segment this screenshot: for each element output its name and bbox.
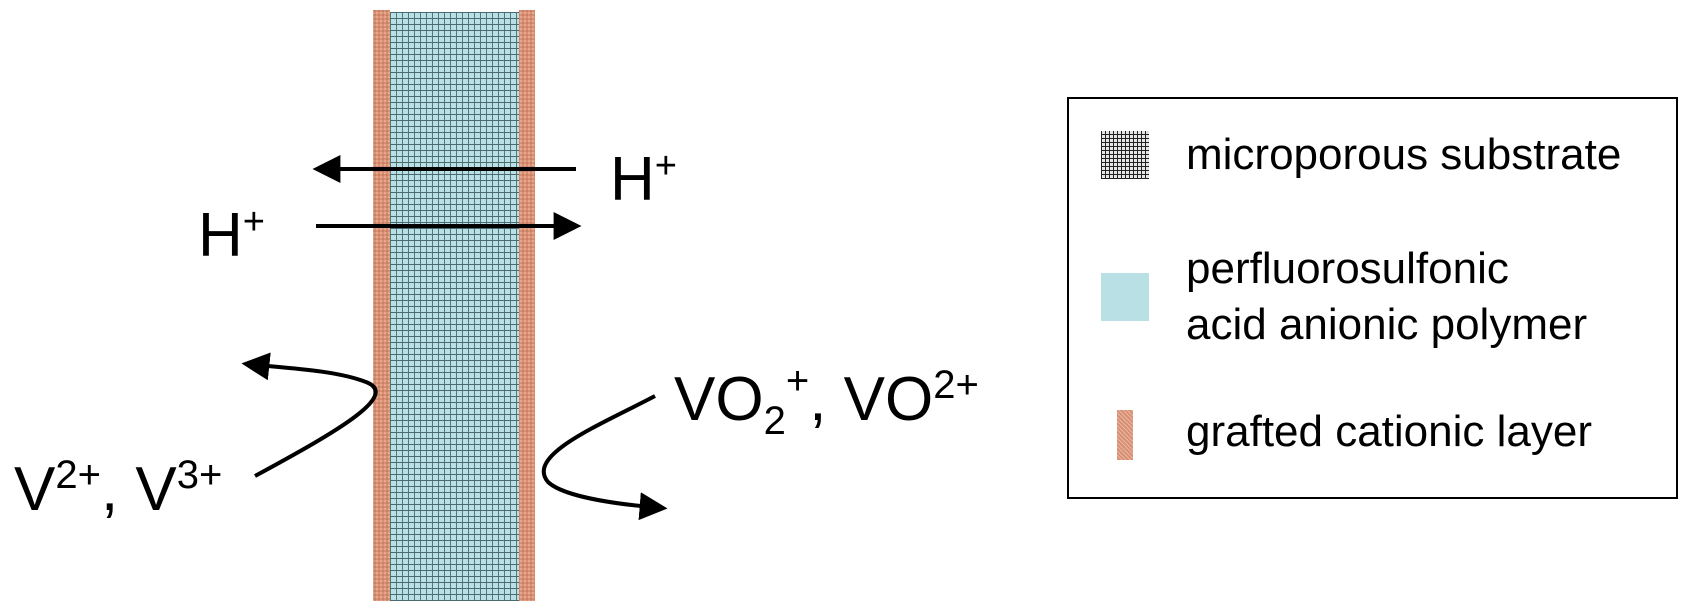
- porous-polymer-core: [390, 12, 519, 601]
- legend-item-grafted-layer: grafted cationic layer: [1186, 407, 1592, 456]
- proton-label-right: H+: [610, 145, 677, 214]
- vanadium-reject-arrow-right: [541, 394, 668, 521]
- vanadium-label-positive: VO2+, VO2+: [674, 359, 979, 443]
- proton-label-left: H+: [198, 201, 265, 270]
- vanadium-reject-arrow-left: [241, 352, 378, 478]
- legend: microporous substrate perfluorosulfonic …: [1067, 97, 1678, 499]
- legend-item-polymer-line1: perfluorosulfonic: [1186, 244, 1509, 293]
- microporous-substrate-swatch: [1101, 131, 1149, 179]
- grafted-layer-right: [519, 10, 535, 601]
- grafted-layer-swatch: [1117, 410, 1133, 460]
- vanadium-label-negative: V2+, V3+: [14, 453, 222, 524]
- legend-item-polymer-line2: acid anionic polymer: [1186, 300, 1588, 349]
- legend-item-microporous-substrate: microporous substrate: [1186, 130, 1622, 179]
- grafted-layer-left: [373, 10, 390, 601]
- polymer-swatch: [1101, 273, 1149, 321]
